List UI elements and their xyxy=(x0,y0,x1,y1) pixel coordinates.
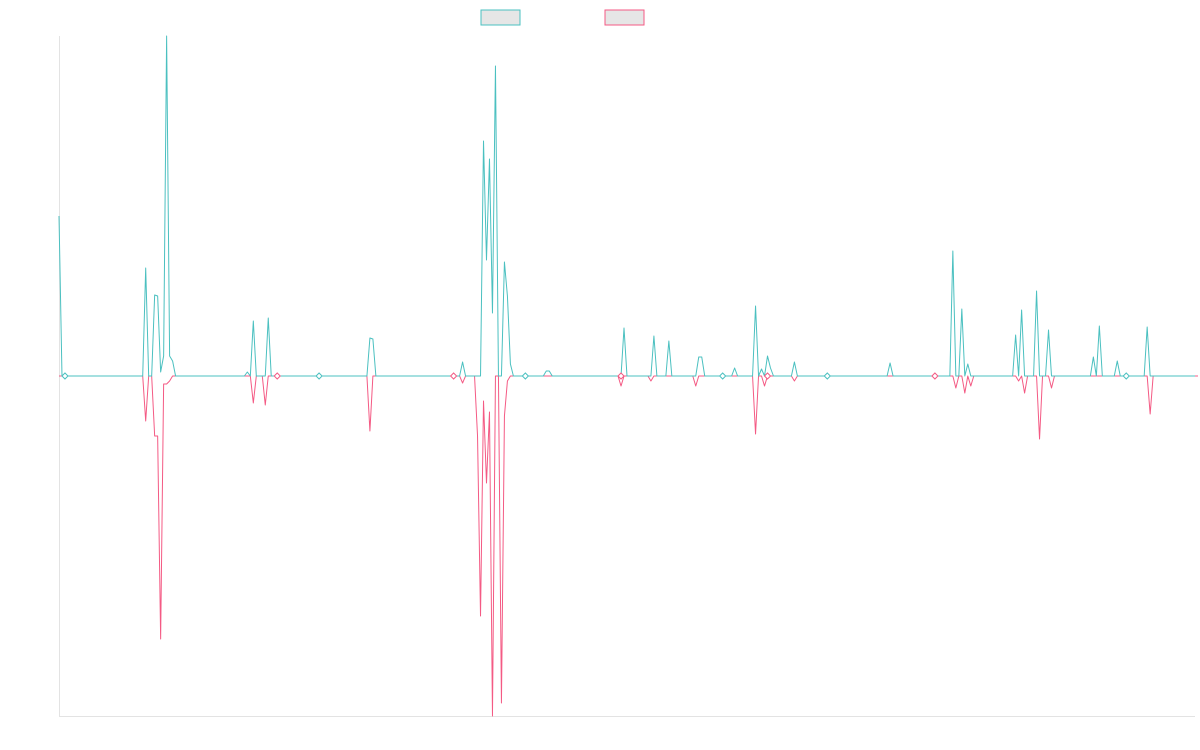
data-point-marker xyxy=(931,372,939,380)
data-point-marker xyxy=(718,372,727,380)
plot-area xyxy=(58,35,1198,717)
data-point-marker xyxy=(273,372,281,380)
data-point-marker xyxy=(61,372,69,380)
legend[interactable] xyxy=(480,9,645,26)
series-1-line xyxy=(58,35,1195,377)
data-point-marker xyxy=(1122,372,1130,380)
legend-entry-series-2[interactable] xyxy=(604,9,645,26)
data-point-marker xyxy=(449,372,458,380)
legend-entry-series-1[interactable] xyxy=(480,9,521,26)
legend-swatch-series-2[interactable] xyxy=(604,9,645,26)
data-point-marker xyxy=(315,372,323,380)
data-point-marker xyxy=(763,372,772,380)
legend-swatch-series-1[interactable] xyxy=(480,9,521,26)
data-point-marker xyxy=(521,372,530,380)
data-point-marker xyxy=(823,372,832,380)
series-2-line xyxy=(59,375,1198,717)
data-point-marker xyxy=(617,372,625,380)
